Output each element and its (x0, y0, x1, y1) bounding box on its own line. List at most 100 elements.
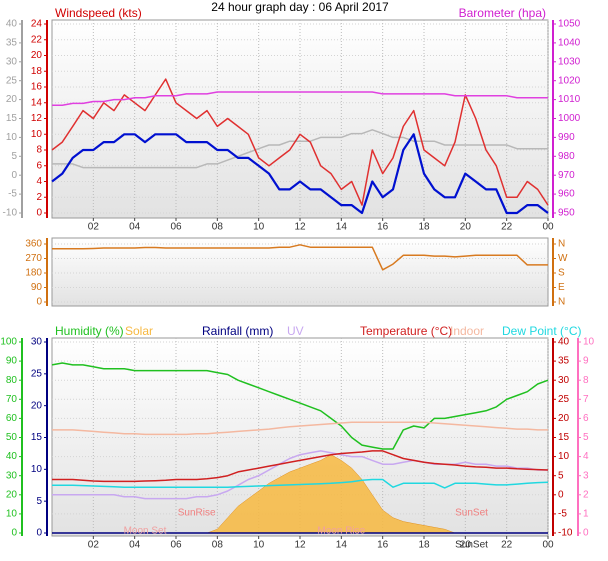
y-tick-label: 35 (6, 38, 18, 49)
line (52, 450, 549, 483)
y-tick-label: 5 (558, 470, 564, 481)
y-tick-label: 1 (583, 509, 589, 520)
y-tick-label: 0 (11, 528, 17, 539)
y-tick-label: 25 (558, 394, 570, 405)
y-tick-label: E (558, 282, 565, 293)
y-tick-label: 40 (6, 451, 18, 462)
y-tick-label: 1030 (558, 56, 581, 67)
y-tick-label: 270 (25, 253, 42, 264)
y-tick-label: 960 (558, 189, 575, 200)
x-tick-label: 18 (418, 222, 430, 233)
y-tick-label: 2 (36, 192, 42, 203)
y-tick-label: 20 (558, 413, 570, 424)
y-tick-label: 22 (31, 34, 43, 45)
x-tick-label: 16 (377, 222, 389, 233)
y-tick-label: 40 (558, 337, 570, 348)
y-tick-label: 1040 (558, 38, 581, 49)
x-tick-label: 02 (88, 222, 100, 233)
y-tick-label: 5 (36, 496, 42, 507)
y-tick-label: 10 (558, 451, 570, 462)
y-tick-label: 20 (6, 94, 18, 105)
x-tick-label: 22 (501, 540, 513, 551)
y-tick-label: 180 (25, 268, 42, 279)
legend-entry: Humidity (%) (55, 324, 124, 338)
y-tick-label: 360 (25, 239, 42, 250)
y-tick-label: 30 (6, 56, 18, 67)
line (52, 450, 548, 500)
y-tick-label: 6 (583, 413, 589, 424)
y-tick-label: 0 (558, 489, 564, 500)
y-tick-label: 4 (36, 176, 42, 187)
y-tick-label: 970 (558, 170, 575, 181)
y-tick-label: 24 (31, 19, 43, 30)
y-tick-label: 10 (31, 129, 43, 140)
y-tick-label: 0 (36, 208, 42, 219)
x-tick-label: 08 (212, 540, 224, 551)
y-tick-label: 0 (583, 528, 589, 539)
y-tick-label: 1020 (558, 75, 581, 86)
y-tick-label: 80 (6, 375, 18, 386)
y-tick-label: 1050 (558, 19, 581, 30)
x-tick-label: 14 (336, 540, 348, 551)
x-tick-label: 06 (170, 540, 182, 551)
x-tick-label: 00 (542, 222, 554, 233)
x-tick-label: 22 (501, 222, 513, 233)
y-tick-label: 100 (0, 337, 17, 348)
y-tick-label: 15 (558, 432, 570, 443)
y-tick-label: 20 (31, 50, 43, 61)
y-tick-label: 30 (558, 375, 570, 386)
x-tick-label: 20 (460, 540, 472, 551)
line (52, 91, 548, 107)
y-tick-label: 990 (558, 132, 575, 143)
annotation: SunSet (455, 508, 488, 519)
y2-axis-title: Barometer (hpa) (459, 6, 546, 20)
y-tick-label: 15 (31, 432, 43, 443)
legend-entry: Solar (125, 324, 153, 338)
x-tick-label: 04 (129, 222, 141, 233)
y-tick-label: 25 (6, 75, 18, 86)
y-tick-label: 20 (6, 489, 18, 500)
line (52, 244, 548, 271)
y-tick-label: 35 (558, 356, 570, 367)
y-tick-label: W (558, 253, 568, 264)
y-tick-label: 10 (6, 509, 18, 520)
line (51, 133, 549, 215)
line (52, 478, 549, 489)
x-tick-label: 20 (460, 222, 472, 233)
y-tick-label: 60 (6, 413, 18, 424)
y-tick-label: 10 (31, 464, 43, 475)
line (52, 129, 548, 169)
x-tick-label: 02 (88, 540, 100, 551)
y-tick-label: 15 (6, 113, 18, 124)
y-tick-label: 0 (11, 170, 17, 181)
annotation: Moon Rise (317, 526, 365, 537)
y-tick-label: 40 (6, 19, 18, 30)
y-tick-label: 12 (31, 113, 43, 124)
y-tick-label: 25 (31, 368, 43, 379)
y-tick-label: 20 (31, 400, 43, 411)
y-axis-title: Windspeed (kts) (55, 6, 142, 20)
x-tick-label: 12 (294, 540, 306, 551)
annotation: SunSet (455, 540, 488, 551)
y-tick-label: 8 (583, 375, 589, 386)
y-tick-label: 980 (558, 151, 575, 162)
y-tick-label: 2 (583, 489, 589, 500)
y-tick-label: 0 (36, 297, 42, 308)
annotation: Moon Set (124, 526, 167, 537)
y-tick-label: 50 (6, 432, 18, 443)
annotation: SunRise (178, 508, 216, 519)
y-tick-label: 6 (36, 160, 42, 171)
x-tick-label: 06 (170, 222, 182, 233)
y-tick-label: 1010 (558, 94, 581, 105)
y-tick-label: 950 (558, 208, 575, 219)
x-tick-label: 14 (336, 222, 348, 233)
y-tick-label: 10 (6, 132, 18, 143)
y-tick-label: 7 (583, 394, 589, 405)
y-tick-label: 30 (6, 470, 18, 481)
y-tick-label: N (558, 297, 565, 308)
y-tick-label: 3 (583, 470, 589, 481)
y-tick-label: 16 (31, 82, 43, 93)
y-tick-label: 9 (583, 356, 589, 367)
y-tick-label: -10 (558, 528, 573, 539)
